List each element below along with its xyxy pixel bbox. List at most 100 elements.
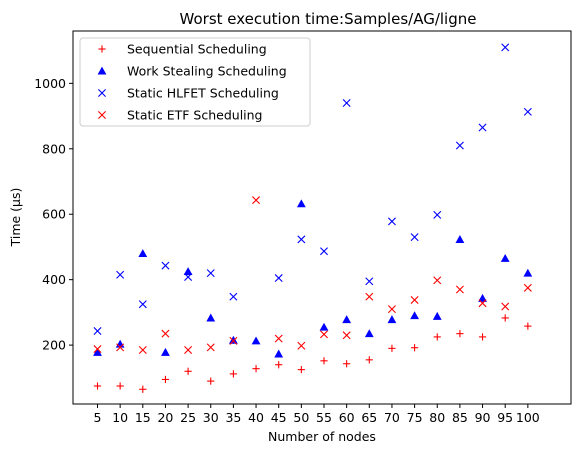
data-point <box>501 43 510 52</box>
data-point <box>523 107 532 116</box>
x-tick-label: 25 <box>180 410 196 425</box>
data-point <box>116 382 124 390</box>
data-point <box>320 330 328 339</box>
data-point <box>93 382 102 390</box>
x-tick-label: 40 <box>248 410 264 425</box>
x-tick-label: 45 <box>271 410 287 425</box>
data-point <box>523 283 532 292</box>
data-point <box>478 123 487 132</box>
data-point <box>410 233 419 242</box>
data-point <box>161 375 170 384</box>
data-point <box>364 329 374 338</box>
chart-title: Worst execution time:Samples/AG/ligne <box>180 10 477 28</box>
data-point <box>251 336 261 345</box>
series-1 <box>93 199 533 358</box>
data-point <box>297 341 306 350</box>
legend: Sequential Scheduling Work Stealing Sched… <box>79 37 311 127</box>
x-tick-label: 20 <box>157 410 173 425</box>
data-point <box>433 210 442 219</box>
x-tick-label: 95 <box>497 410 513 425</box>
data-point <box>206 343 215 352</box>
data-point <box>138 346 147 355</box>
data-point <box>411 344 419 352</box>
y-tick-label: 400 <box>42 272 66 287</box>
legend-label: Work Stealing Scheduling <box>127 64 287 79</box>
data-point <box>343 360 351 368</box>
data-point <box>388 344 396 352</box>
data-point <box>206 313 216 322</box>
legend-label: Sequential Scheduling <box>127 42 267 57</box>
legend-marker <box>98 45 106 53</box>
x-tick-label: 85 <box>452 410 468 425</box>
series-3 <box>93 196 532 355</box>
data-point <box>342 331 351 340</box>
data-point <box>320 247 328 256</box>
data-point <box>365 292 374 301</box>
data-point <box>93 347 102 356</box>
data-point <box>455 235 465 243</box>
data-point <box>342 315 352 324</box>
data-point <box>184 367 192 375</box>
legend-marker <box>98 111 106 119</box>
series-0 <box>93 314 532 393</box>
legend-label: Static ETF Scheduling <box>127 108 263 123</box>
data-point <box>93 345 102 354</box>
data-point <box>501 302 510 311</box>
x-axis-label: Number of nodes <box>268 429 376 444</box>
x-tick-label: 10 <box>112 410 128 425</box>
data-point <box>387 315 397 324</box>
data-point <box>184 273 193 282</box>
data-point <box>207 377 215 385</box>
data-point <box>229 335 238 344</box>
y-axis: 200 400 600 800 1000 <box>34 76 73 353</box>
data-point <box>478 299 487 308</box>
x-tick-label: 90 <box>475 410 491 425</box>
y-tick-label: 200 <box>42 338 66 353</box>
data-point <box>387 305 396 314</box>
data-point <box>206 269 215 278</box>
data-point <box>500 253 510 262</box>
data-point <box>161 261 170 270</box>
series-2 <box>93 43 532 336</box>
data-point <box>229 336 238 345</box>
legend-marker <box>98 89 106 97</box>
data-point <box>183 267 193 276</box>
y-tick-label: 600 <box>42 207 66 222</box>
data-point <box>365 356 373 364</box>
data-point <box>456 330 464 338</box>
data-point <box>139 385 147 393</box>
x-tick-label: 15 <box>135 410 151 425</box>
data-point <box>478 293 487 302</box>
data-point <box>410 311 419 320</box>
data-point <box>297 366 305 374</box>
data-point <box>275 361 283 369</box>
data-point <box>478 333 487 341</box>
data-point <box>161 347 170 356</box>
x-tick-label: 50 <box>293 410 309 425</box>
data-point <box>184 346 193 355</box>
data-point <box>93 327 102 336</box>
data-point <box>274 349 284 358</box>
data-point <box>433 276 442 285</box>
data-point <box>161 329 170 338</box>
x-tick-label: 80 <box>429 410 445 425</box>
data-points <box>93 43 533 393</box>
data-point <box>455 285 464 294</box>
data-point <box>116 270 125 279</box>
x-tick-label: 100 <box>516 410 540 425</box>
data-point <box>433 333 441 341</box>
legend-marker <box>97 66 107 75</box>
data-point <box>138 300 147 309</box>
x-tick-label: 75 <box>407 410 423 425</box>
plot-area-frame <box>72 30 572 405</box>
data-point <box>252 365 260 373</box>
data-point <box>274 274 283 283</box>
y-axis-label: Time (µs) <box>8 188 23 248</box>
x-tick-label: 65 <box>361 410 377 425</box>
data-point <box>455 141 464 150</box>
y-tick-label: 1000 <box>34 76 66 91</box>
data-point <box>297 235 306 244</box>
data-point <box>319 322 329 331</box>
y-tick-label: 800 <box>42 141 66 156</box>
